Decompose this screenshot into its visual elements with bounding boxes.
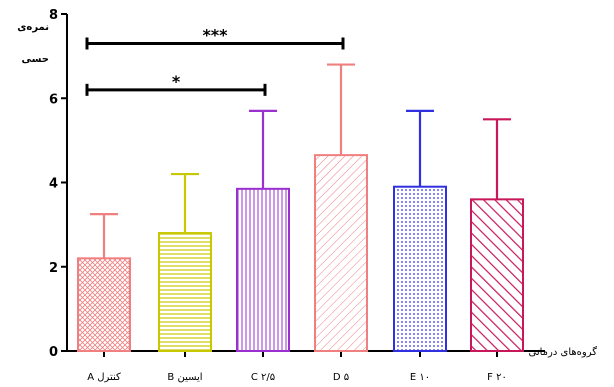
x-tick-label: C ۲/۵ [251, 372, 275, 383]
significance-label: *** [202, 25, 228, 44]
x-axis-label: گروه‌های درمانی [529, 346, 598, 358]
x-tick-label: E ۱۰ [410, 372, 430, 383]
y-axis-label-line-2: حسی [22, 54, 50, 65]
x-tick-label: B ایسین [167, 372, 202, 383]
bar [77, 257, 131, 353]
y-tick-label: 6 [49, 92, 58, 107]
bar [470, 198, 524, 352]
y-tick-label: 4 [49, 177, 58, 192]
x-tick-label: A کنترل [87, 372, 121, 383]
significance-brackets: **** [85, 25, 345, 96]
bars [77, 63, 524, 353]
bar [393, 185, 447, 352]
x-tick-label: D ۵ [333, 372, 349, 383]
x-tick-label: F ۲۰ [487, 372, 507, 383]
y-tick-label: 0 [49, 345, 58, 360]
y-tick-label: 8 [49, 8, 58, 23]
bar [158, 232, 212, 352]
y-tick-label: 2 [49, 261, 58, 276]
bar [314, 154, 368, 352]
y-axis-label-line-1: نمره‌ی [17, 22, 49, 33]
bar [236, 187, 290, 352]
axes: 0 2 4 6 8 A کنترل B ایسین C ۲/۵ D ۵ E ۱۰ F ۲۰ [49, 8, 545, 383]
significance-label: * [172, 72, 181, 91]
